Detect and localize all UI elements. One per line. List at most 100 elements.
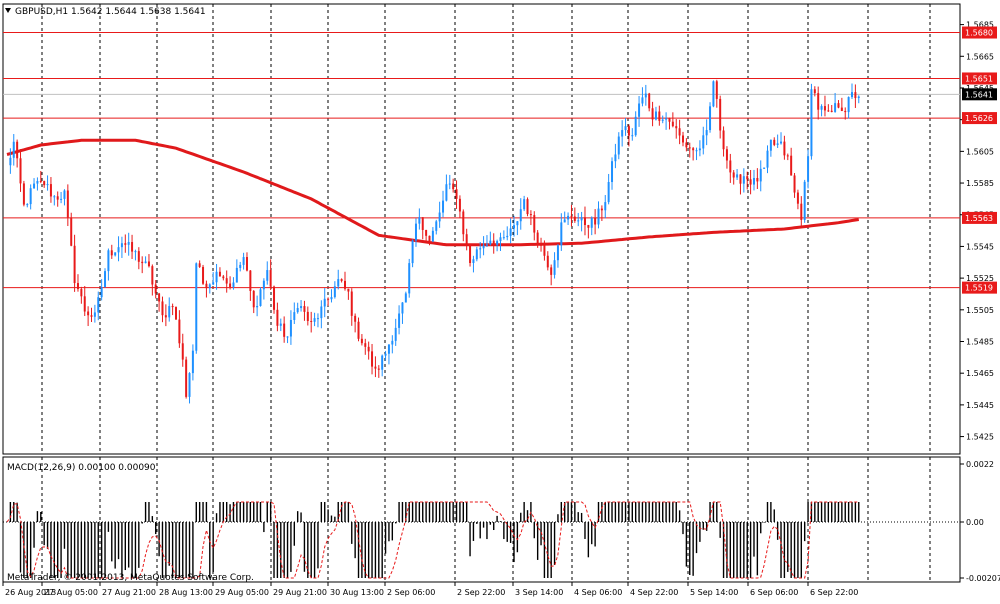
y-tick-label: 1.5545 bbox=[966, 242, 994, 251]
current-price-label: 1.5641 bbox=[965, 90, 993, 99]
grid bbox=[3, 4, 960, 582]
candle-body bbox=[212, 282, 215, 285]
candle-body bbox=[354, 315, 357, 322]
candle-body bbox=[377, 368, 380, 370]
candle-body bbox=[675, 126, 678, 129]
candle-body bbox=[492, 240, 495, 245]
candle-body bbox=[175, 307, 177, 320]
candle-body bbox=[188, 373, 191, 397]
candle-body bbox=[442, 200, 445, 213]
candle-body bbox=[293, 312, 296, 320]
candle-body bbox=[374, 366, 377, 369]
candle-body bbox=[499, 237, 502, 242]
candle-body bbox=[154, 284, 157, 294]
candle-body bbox=[847, 97, 850, 113]
candle-body bbox=[320, 306, 323, 319]
level-price-tag bbox=[962, 281, 997, 294]
candle-body bbox=[482, 245, 485, 249]
candle-body bbox=[688, 147, 691, 149]
candle-body bbox=[80, 289, 83, 297]
candle-body bbox=[621, 130, 624, 137]
candle-body bbox=[658, 111, 661, 121]
candle-body bbox=[793, 175, 796, 193]
candle-body bbox=[590, 217, 593, 228]
candle-body bbox=[570, 215, 573, 217]
candle-body bbox=[715, 81, 718, 99]
candle-body bbox=[195, 263, 198, 351]
candle-body bbox=[232, 282, 235, 288]
candle-body bbox=[104, 271, 107, 288]
candle-body bbox=[668, 118, 671, 122]
candle-body bbox=[185, 359, 188, 397]
candle-body bbox=[580, 217, 583, 221]
y-tick-label: 1.5605 bbox=[966, 147, 994, 156]
candle-body bbox=[252, 290, 255, 308]
candle-body bbox=[725, 149, 728, 161]
macd-y-tick-label: 0.00 bbox=[966, 518, 984, 527]
candle-body bbox=[344, 280, 346, 289]
x-tick-label: 29 Aug 05:00 bbox=[215, 588, 269, 597]
y-tick-label: 1.5665 bbox=[966, 52, 994, 61]
candle-body bbox=[63, 190, 66, 199]
candle-body bbox=[222, 276, 225, 279]
candle-body bbox=[242, 257, 245, 265]
candle-body bbox=[776, 143, 779, 145]
candle-body bbox=[127, 242, 130, 245]
candle-body bbox=[171, 306, 174, 308]
candle-body bbox=[337, 279, 340, 287]
candle-body bbox=[661, 119, 664, 121]
candle-body bbox=[577, 220, 580, 222]
chart-menu-triangle-icon[interactable] bbox=[5, 8, 11, 13]
candle-body bbox=[76, 283, 79, 290]
candle-body bbox=[381, 355, 384, 370]
candle-body bbox=[807, 156, 810, 182]
candle-body bbox=[695, 150, 698, 152]
candle-body bbox=[523, 199, 526, 210]
candle-body bbox=[834, 103, 837, 112]
candle-body bbox=[164, 315, 167, 318]
candle-body bbox=[783, 141, 786, 156]
candle-body bbox=[327, 298, 330, 300]
candle-body bbox=[627, 126, 630, 136]
candle-body bbox=[202, 266, 205, 284]
candle-body bbox=[313, 318, 316, 322]
candle-body bbox=[810, 89, 813, 157]
x-tick-label: 27 Aug 05:00 bbox=[44, 588, 98, 597]
candle-body bbox=[310, 320, 313, 322]
candle-body bbox=[475, 249, 478, 260]
candle-body bbox=[340, 279, 343, 281]
x-tick-label: 6 Sep 06:00 bbox=[750, 588, 798, 597]
candle-body bbox=[262, 280, 265, 290]
candle-body bbox=[43, 181, 46, 186]
candle-body bbox=[198, 263, 201, 267]
candle-body bbox=[820, 106, 823, 110]
candle-body bbox=[357, 321, 360, 339]
candle-body bbox=[245, 257, 248, 271]
level-price-tag bbox=[962, 211, 997, 224]
candle-body bbox=[719, 98, 722, 131]
x-tick-label: 6 Sep 22:00 bbox=[810, 588, 858, 597]
candle-body bbox=[587, 225, 590, 228]
candle-body bbox=[617, 136, 620, 155]
candle-body bbox=[425, 229, 428, 236]
candle-body bbox=[837, 103, 840, 108]
candle-body bbox=[428, 235, 431, 242]
candle-body bbox=[648, 93, 651, 109]
candle-body bbox=[729, 160, 732, 173]
candle-body bbox=[540, 244, 543, 246]
candle-body bbox=[418, 217, 421, 224]
candle-body bbox=[273, 286, 276, 310]
candle-body bbox=[394, 327, 397, 341]
macd-y-tick-label: -0.00207 bbox=[966, 574, 1000, 583]
candle-body bbox=[857, 96, 860, 99]
candle-body bbox=[60, 198, 63, 200]
candle-body bbox=[387, 344, 390, 354]
candle-body bbox=[9, 157, 12, 166]
level-price-label: 1.5626 bbox=[965, 114, 993, 123]
candle-body bbox=[49, 184, 52, 197]
candle-body bbox=[107, 250, 110, 272]
candle-body bbox=[218, 271, 221, 277]
candle-body bbox=[705, 130, 708, 136]
